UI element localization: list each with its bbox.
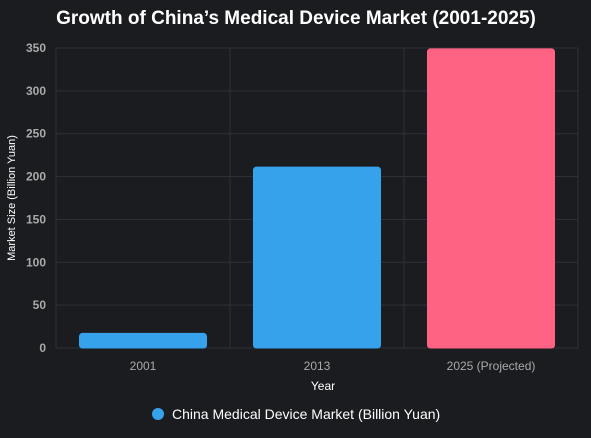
legend[interactable]: China Medical Device Market (Billion Yua… [152,406,440,422]
y-axis-label: Market Size (Billion Yuan) [6,135,18,261]
legend-marker [152,408,164,420]
x-tick-label: 2001 [130,359,157,373]
bars [78,48,556,349]
x-tick-label: 2013 [304,359,331,373]
y-axis-ticks: 0 50 100 150 200 250 300 350 [26,41,46,355]
y-tick-label: 50 [33,298,47,312]
x-tick-label: 2025 (Projected) [447,359,536,373]
bar-2001[interactable] [78,332,208,349]
chart-title: Growth of China’s Medical Device Market … [56,8,536,29]
y-tick-label: 200 [26,170,46,184]
y-tick-label: 350 [26,41,46,55]
y-tick-label: 250 [26,127,46,141]
x-axis-label: Year [311,379,335,393]
y-tick-label: 0 [39,341,46,355]
bar-2013[interactable] [252,166,382,349]
y-tick-label: 100 [26,255,46,269]
y-tick-label: 300 [26,84,46,98]
legend-label: China Medical Device Market (Billion Yua… [172,406,440,422]
bar-2025-projected[interactable] [426,48,556,349]
y-tick-label: 150 [26,212,46,226]
x-axis-ticks: 2001 2013 2025 (Projected) [130,359,536,373]
